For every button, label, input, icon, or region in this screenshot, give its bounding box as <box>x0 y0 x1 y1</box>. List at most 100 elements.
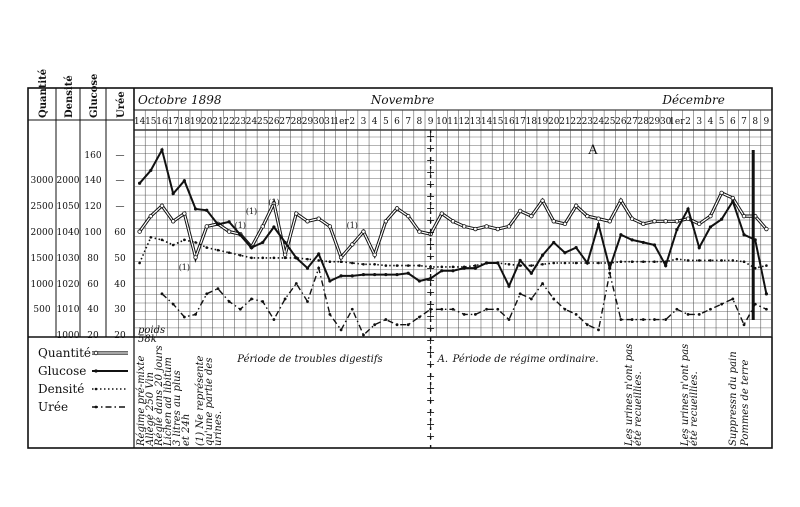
point-glucose <box>171 191 175 196</box>
note-urines-b: été recueillies. <box>689 371 700 446</box>
day-label: 17 <box>514 117 526 127</box>
point-quantite <box>182 211 187 216</box>
point-uree <box>709 307 712 311</box>
point-uree <box>597 328 600 332</box>
point-quantite <box>350 242 355 247</box>
separator-cross: + <box>426 166 435 179</box>
note-regime-line: et 24h <box>181 414 192 446</box>
point-quantite <box>461 224 467 229</box>
point-uree <box>619 318 623 321</box>
point-uree <box>171 302 175 306</box>
separator-cross: + <box>426 418 435 431</box>
note-regime-line: Allégé 250 Vin <box>145 372 156 447</box>
point-quantite <box>719 190 724 196</box>
point-uree <box>541 282 544 285</box>
separator-cross: + <box>426 358 435 371</box>
day-label: 21 <box>559 117 570 127</box>
day-label: 16 <box>156 117 168 127</box>
point-uree <box>227 300 231 303</box>
day-label: 19 <box>537 117 549 127</box>
point-densite <box>686 259 690 262</box>
point-quantite <box>226 229 232 234</box>
point-glucose <box>283 240 287 245</box>
note-urines-b: Les urines n'ont pas <box>680 344 691 447</box>
day-label: 2 <box>685 117 691 127</box>
point-quantite <box>406 213 411 219</box>
point-glucose <box>137 181 142 185</box>
separator-cross: + <box>426 238 435 251</box>
point-densite <box>485 261 488 265</box>
separator-cross: + <box>426 406 435 419</box>
point-densite <box>541 262 544 266</box>
point-quantite <box>495 226 500 232</box>
point-densite <box>440 265 444 269</box>
separator-cross: + <box>426 322 435 335</box>
point-glucose <box>339 274 343 278</box>
day-label: 1er <box>669 117 685 127</box>
y-axes-panel: Quantité Densité Glucose Urée 3000 2500 2000 15… <box>31 69 127 341</box>
point-quantite <box>641 221 646 227</box>
point-quantite <box>652 219 657 224</box>
point-quantite <box>372 252 377 258</box>
day-label: 28 <box>638 117 650 127</box>
point-glucose <box>361 272 366 277</box>
point-glucose <box>272 225 276 229</box>
day-label: 8 <box>417 117 423 127</box>
point-glucose <box>328 279 332 283</box>
point-densite <box>283 256 287 260</box>
point-quantite <box>159 203 165 208</box>
axis-tick-label: 1040 <box>57 228 80 238</box>
axis-tick-label: 60 <box>114 228 126 238</box>
point-uree <box>585 323 589 327</box>
point-densite <box>720 259 723 262</box>
day-label: 1er <box>333 117 349 127</box>
point-quantite <box>573 203 579 208</box>
point-uree <box>250 297 253 301</box>
chart-annotations: ++++++++++++++++++++++++++A(1)(1)(1) (1)(… <box>179 130 755 448</box>
point-densite <box>653 260 656 264</box>
point-uree <box>686 313 690 316</box>
axis-tick-label: 20 <box>87 331 99 341</box>
point-quantite <box>170 219 176 224</box>
point-quantite <box>484 224 489 229</box>
point-glucose <box>507 284 511 288</box>
point-uree <box>563 307 567 311</box>
point-quantite <box>506 224 512 229</box>
legend-dot <box>94 387 98 391</box>
point-densite <box>709 259 712 262</box>
chart-frame <box>27 87 773 449</box>
point-densite <box>742 260 746 264</box>
day-label: 19 <box>190 117 202 127</box>
note-suppression: Suppressn du pain <box>728 351 739 446</box>
point-glucose <box>652 243 657 247</box>
point-uree <box>384 318 388 321</box>
day-label: 11 <box>447 117 458 127</box>
point-glucose <box>641 240 645 245</box>
point-glucose <box>406 271 410 275</box>
point-quantite <box>708 213 713 219</box>
point-densite <box>552 261 556 265</box>
day-label: 28 <box>291 117 303 127</box>
point-uree <box>429 307 433 311</box>
separator-cross: + <box>426 262 435 275</box>
point-quantite <box>193 255 198 260</box>
axis-tick-label: 160 <box>84 151 101 161</box>
point-densite <box>373 262 376 266</box>
point-quantite <box>294 211 299 216</box>
separator-cross: + <box>426 178 435 191</box>
point-glucose <box>227 220 231 224</box>
separator-cross: + <box>426 250 435 263</box>
annotation-footnote-mark: (1) <box>179 263 190 272</box>
legend: Quantité Glucose Densité Urée <box>38 346 128 414</box>
point-glucose <box>350 274 354 278</box>
day-label: 29 <box>649 117 661 127</box>
point-glucose <box>563 251 567 255</box>
axis-tick-label: 30 <box>114 305 126 315</box>
day-label: 8 <box>752 117 758 127</box>
point-densite <box>418 264 421 267</box>
axis-tick-label: 2000 <box>57 176 80 186</box>
point-glucose <box>473 266 477 270</box>
annotation-footnote-mark: (1) <box>268 198 279 207</box>
point-quantite <box>585 213 590 219</box>
legend-dot <box>94 405 98 409</box>
